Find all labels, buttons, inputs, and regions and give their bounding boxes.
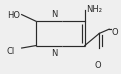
Text: N: N (51, 10, 57, 19)
Text: HO: HO (7, 11, 20, 20)
Text: Cl: Cl (6, 47, 14, 56)
Text: O: O (112, 28, 119, 37)
Text: NH₂: NH₂ (86, 5, 102, 14)
Text: N: N (51, 49, 57, 58)
Text: O: O (94, 61, 101, 70)
